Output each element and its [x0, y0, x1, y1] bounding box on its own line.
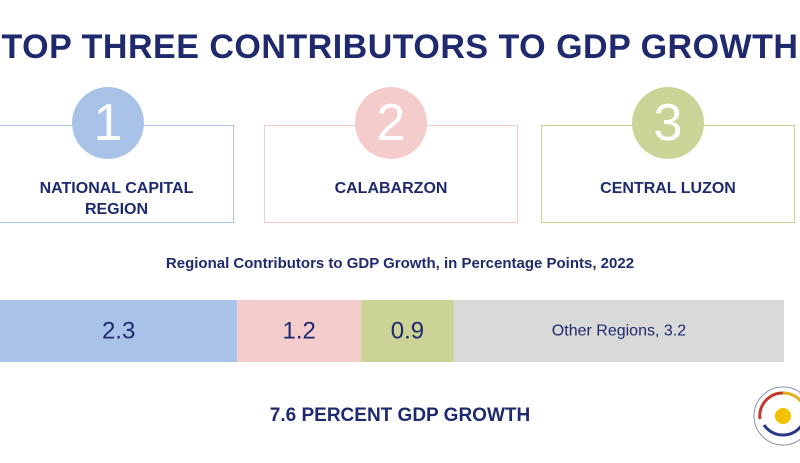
region-card-3-label: CENTRAL LUZON: [600, 180, 736, 197]
rank-3-badge: 3: [632, 87, 704, 159]
psa-seal-logo: [753, 386, 800, 446]
bar-label-2: 1.2: [282, 318, 315, 345]
bar-segment-1: [0, 300, 238, 362]
bar-segment-2: [237, 300, 362, 362]
bar-segment-3: [361, 300, 454, 362]
rank-2-badge: 2: [355, 87, 427, 159]
bar-label-3: 0.9: [391, 318, 424, 345]
bar-label-4: Other Regions, 3.2: [552, 323, 686, 340]
gdp-growth-total: 7.6 PERCENT GDP GROWTH: [269, 405, 531, 426]
page-title: TOP THREE CONTRIBUTORS TO GDP GROWTH: [1, 28, 799, 66]
stacked-bar-chart: 2.3 1.2 0.9 Other Regions, 3.2: [0, 300, 784, 362]
bar-segment-4: [453, 300, 784, 362]
rank-1-badge: 1: [72, 87, 144, 159]
region-card-1-label: NATIONAL CAPITAL REGION: [39, 180, 194, 218]
region-card-2-label: CALABARZON: [334, 180, 448, 197]
bar-label-1: 2.3: [102, 318, 135, 345]
chart-title: Regional Contributors to GDP Growth, in …: [165, 255, 635, 272]
